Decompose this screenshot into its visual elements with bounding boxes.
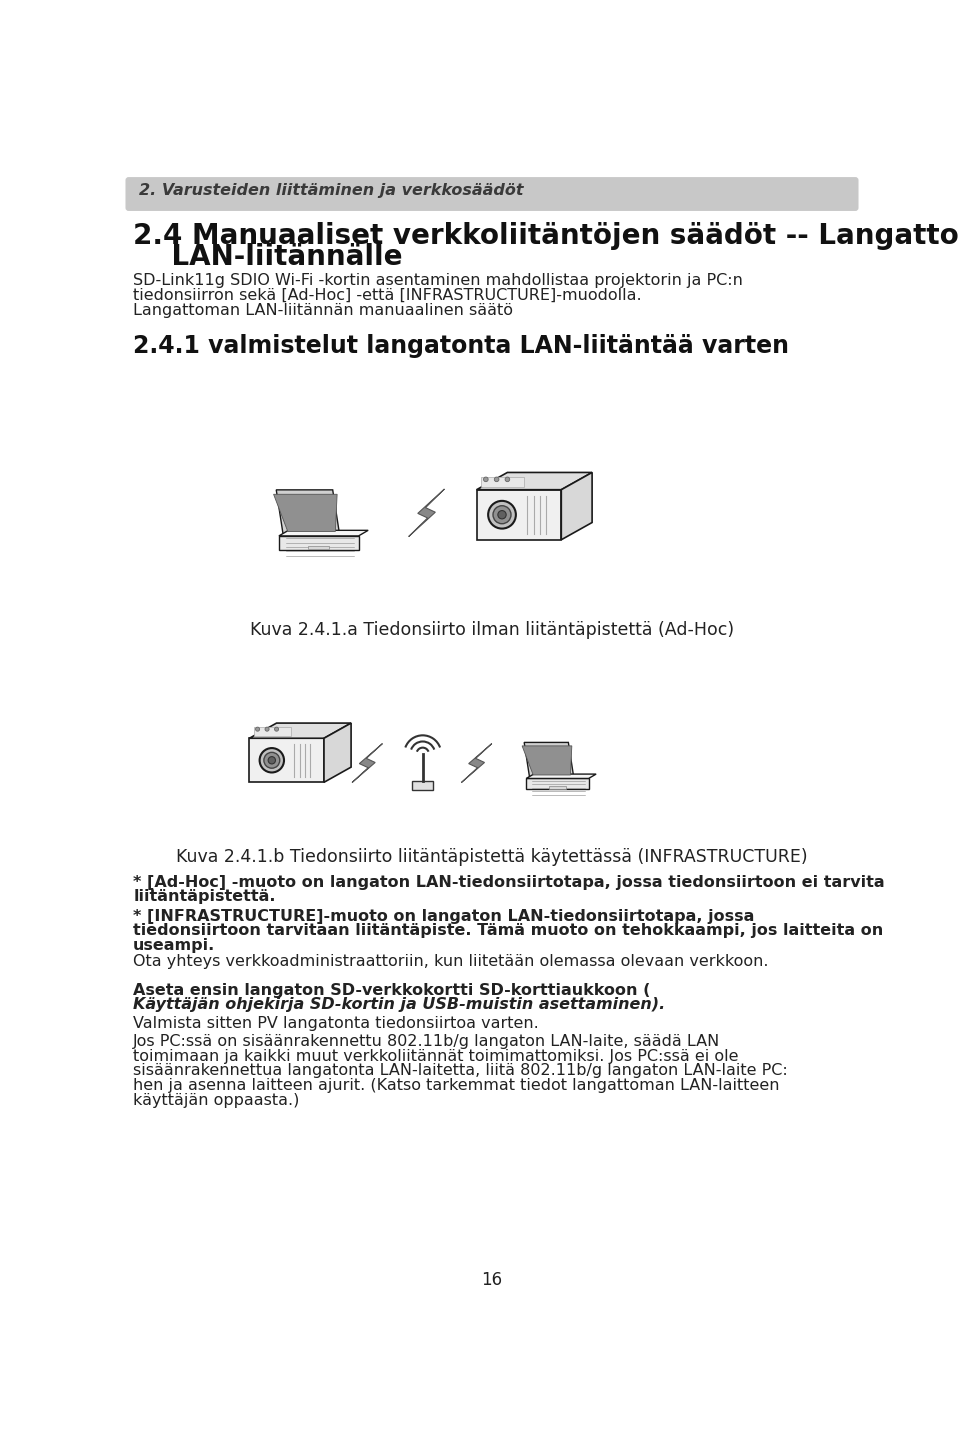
Polygon shape [274,494,337,532]
Text: useampi.: useampi. [133,938,215,953]
Polygon shape [308,545,329,550]
Circle shape [505,477,510,481]
Polygon shape [279,531,369,536]
Text: Langattoman LAN-liitännän manuaalinen säätö: Langattoman LAN-liitännän manuaalinen sä… [133,303,514,319]
Text: 2.4 Manuaaliset verkkoliitäntöjen säädöt -- Langattomalle: 2.4 Manuaaliset verkkoliitäntöjen säädöt… [133,222,960,249]
Text: * [INFRASTRUCTURE]-muoto on langaton LAN-tiedonsiirtotapa, jossa: * [INFRASTRUCTURE]-muoto on langaton LAN… [133,909,755,924]
Text: 2. Varusteiden liittäminen ja verkkosäädöt: 2. Varusteiden liittäminen ja verkkosääd… [139,183,524,199]
Polygon shape [476,490,562,539]
Polygon shape [276,490,340,536]
Polygon shape [522,745,572,774]
Text: SD-Link11g SDIO Wi-Fi -kortin asentaminen mahdollistaa projektorin ja PC:n: SD-Link11g SDIO Wi-Fi -kortin asentamine… [133,273,743,287]
Polygon shape [324,724,351,783]
Polygon shape [476,473,592,490]
Polygon shape [409,489,444,536]
Polygon shape [526,774,596,779]
Polygon shape [549,786,565,789]
Text: käyttäjän oppaasta.): käyttäjän oppaasta.) [133,1093,300,1108]
Text: liitäntäpistettä.: liitäntäpistettä. [133,889,276,905]
Polygon shape [250,738,324,783]
Circle shape [484,477,488,481]
Circle shape [498,510,506,519]
Circle shape [264,753,279,769]
Circle shape [275,726,278,731]
Polygon shape [412,780,434,790]
Circle shape [488,500,516,529]
Text: LAN-liitännälle: LAN-liitännälle [133,244,402,271]
Text: 16: 16 [481,1272,503,1289]
Text: Kuva 2.4.1.a Tiedonsiirto ilman liitäntäpistettä (Ad-Hoc): Kuva 2.4.1.a Tiedonsiirto ilman liitäntä… [250,621,734,638]
Circle shape [494,477,499,481]
Polygon shape [250,724,351,738]
Text: toimimaan ja kaikki muut verkkoliitännät toimimattomiksi. Jos PC:ssä ei ole: toimimaan ja kaikki muut verkkoliitännät… [133,1048,738,1064]
Polygon shape [253,726,291,737]
Text: hen ja asenna laitteen ajurit. (Katso tarkemmat tiedot langattoman LAN-laitteen: hen ja asenna laitteen ajurit. (Katso ta… [133,1077,780,1093]
Circle shape [268,757,276,764]
Polygon shape [462,744,492,783]
Circle shape [265,726,269,731]
Polygon shape [524,742,574,779]
Text: Κäyttäjän ohjekirja SD-kortin ja USB-muistin asettaminen).: Κäyttäjän ohjekirja SD-kortin ja USB-mui… [133,998,665,1012]
Text: Valmista sitten PV langatonta tiedonsiirtoa varten.: Valmista sitten PV langatonta tiedonsiir… [133,1016,539,1031]
Text: tiedonsiirtoon tarvitaan liitäntäpiste. Tämä muoto on tehokkaampi, jos laitteita: tiedonsiirtoon tarvitaan liitäntäpiste. … [133,924,883,938]
Circle shape [255,726,259,731]
Circle shape [259,748,284,773]
Circle shape [493,506,511,523]
Text: Ota yhteys verkkoadministraattoriin, kun liitetään olemassa olevaan verkkoon.: Ota yhteys verkkoadministraattoriin, kun… [133,954,769,969]
FancyBboxPatch shape [126,177,858,210]
Text: * [Ad-Hoc] -muoto on langaton LAN-tiedonsiirtotapa, jossa tiedonsiirtoon ei tarv: * [Ad-Hoc] -muoto on langaton LAN-tiedon… [133,874,885,890]
Text: 2.4.1 valmistelut langatonta LAN-liitäntää varten: 2.4.1 valmistelut langatonta LAN-liitänt… [133,334,789,358]
Polygon shape [279,536,359,550]
Text: Aseta ensin langaton SD-verkkokortti SD-korttiaukkoon (: Aseta ensin langaton SD-verkkokortti SD-… [133,983,651,998]
Polygon shape [352,744,382,783]
Polygon shape [562,473,592,539]
Text: Kuva 2.4.1.b Tiedonsiirto liitäntäpistettä käytettässä (INFRASTRUCTURE): Kuva 2.4.1.b Tiedonsiirto liitäntäpistet… [177,848,807,866]
Polygon shape [526,779,588,789]
Text: tiedonsiirron sekä [Ad-Hoc] -että [INFRASTRUCTURE]-muodolla.: tiedonsiirron sekä [Ad-Hoc] -että [INFRA… [133,289,642,303]
Text: sisäänrakennettua langatonta LAN-laitetta, liitä 802.11b/g langaton LAN-laite PC: sisäänrakennettua langatonta LAN-laitett… [133,1063,788,1079]
Text: Jos PC:ssä on sisäänrakennettu 802.11b/g langaton LAN-laite, säädä LAN: Jos PC:ssä on sisäänrakennettu 802.11b/g… [133,1034,720,1050]
Polygon shape [481,477,523,487]
